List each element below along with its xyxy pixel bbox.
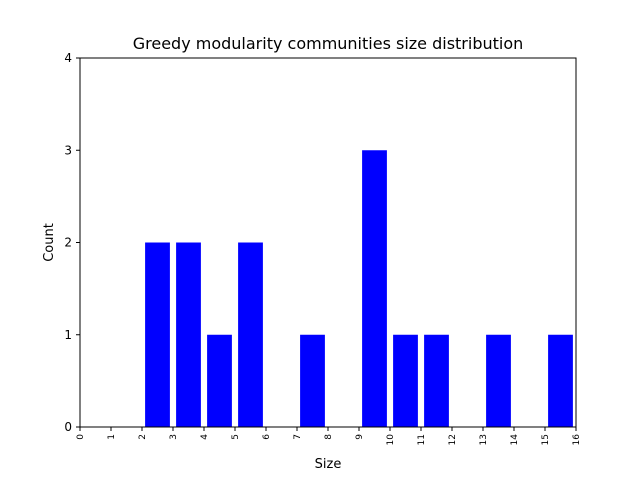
x-tick-label: 2 (138, 434, 148, 440)
bar-size-4 (207, 334, 232, 427)
y-tick-label: 3 (64, 143, 72, 157)
x-tick-label: 13 (479, 434, 489, 445)
y-tick-label: 4 (64, 51, 72, 65)
x-tick-label: 5 (231, 434, 241, 440)
x-tick-label: 8 (324, 434, 334, 440)
bars-group (145, 150, 573, 427)
y-tick-label: 1 (64, 328, 72, 342)
x-axis: 0 1 2 3 4 5 6 7 8 9 10 11 12 13 14 15 16 (76, 427, 582, 445)
x-tick-label: 7 (293, 434, 303, 440)
bar-size-3 (176, 242, 201, 427)
bar-size-10 (393, 334, 418, 427)
x-tick-label: 9 (355, 434, 365, 440)
bar-size-11 (424, 334, 449, 427)
y-axis-label: Count (42, 223, 57, 262)
bar-size-7 (300, 334, 325, 427)
y-tick-label: 0 (64, 420, 72, 434)
x-tick-label: 4 (200, 434, 210, 440)
x-tick-label: 14 (510, 434, 520, 446)
y-tick-label: 2 (64, 236, 72, 250)
bar-size-2 (145, 242, 170, 427)
x-axis-label: Size (315, 457, 342, 472)
x-tick-label: 11 (417, 434, 427, 445)
x-tick-label: 12 (448, 434, 458, 445)
x-tick-label: 0 (76, 434, 86, 440)
plot-frame (79, 57, 577, 428)
bar-size-13 (486, 334, 511, 427)
x-tick-label: 6 (262, 434, 272, 440)
y-axis: 0 1 2 3 4 (64, 51, 80, 434)
bar-size-15 (548, 334, 573, 427)
x-tick-label: 1 (107, 434, 117, 440)
x-tick-label: 3 (169, 434, 179, 440)
x-tick-label: 10 (386, 434, 396, 446)
bar-size-9 (362, 150, 387, 427)
x-tick-label: 15 (541, 434, 551, 445)
chart-title: Greedy modularity communities size distr… (133, 34, 524, 53)
x-tick-label: 16 (572, 434, 582, 446)
bar-size-5 (238, 242, 263, 427)
